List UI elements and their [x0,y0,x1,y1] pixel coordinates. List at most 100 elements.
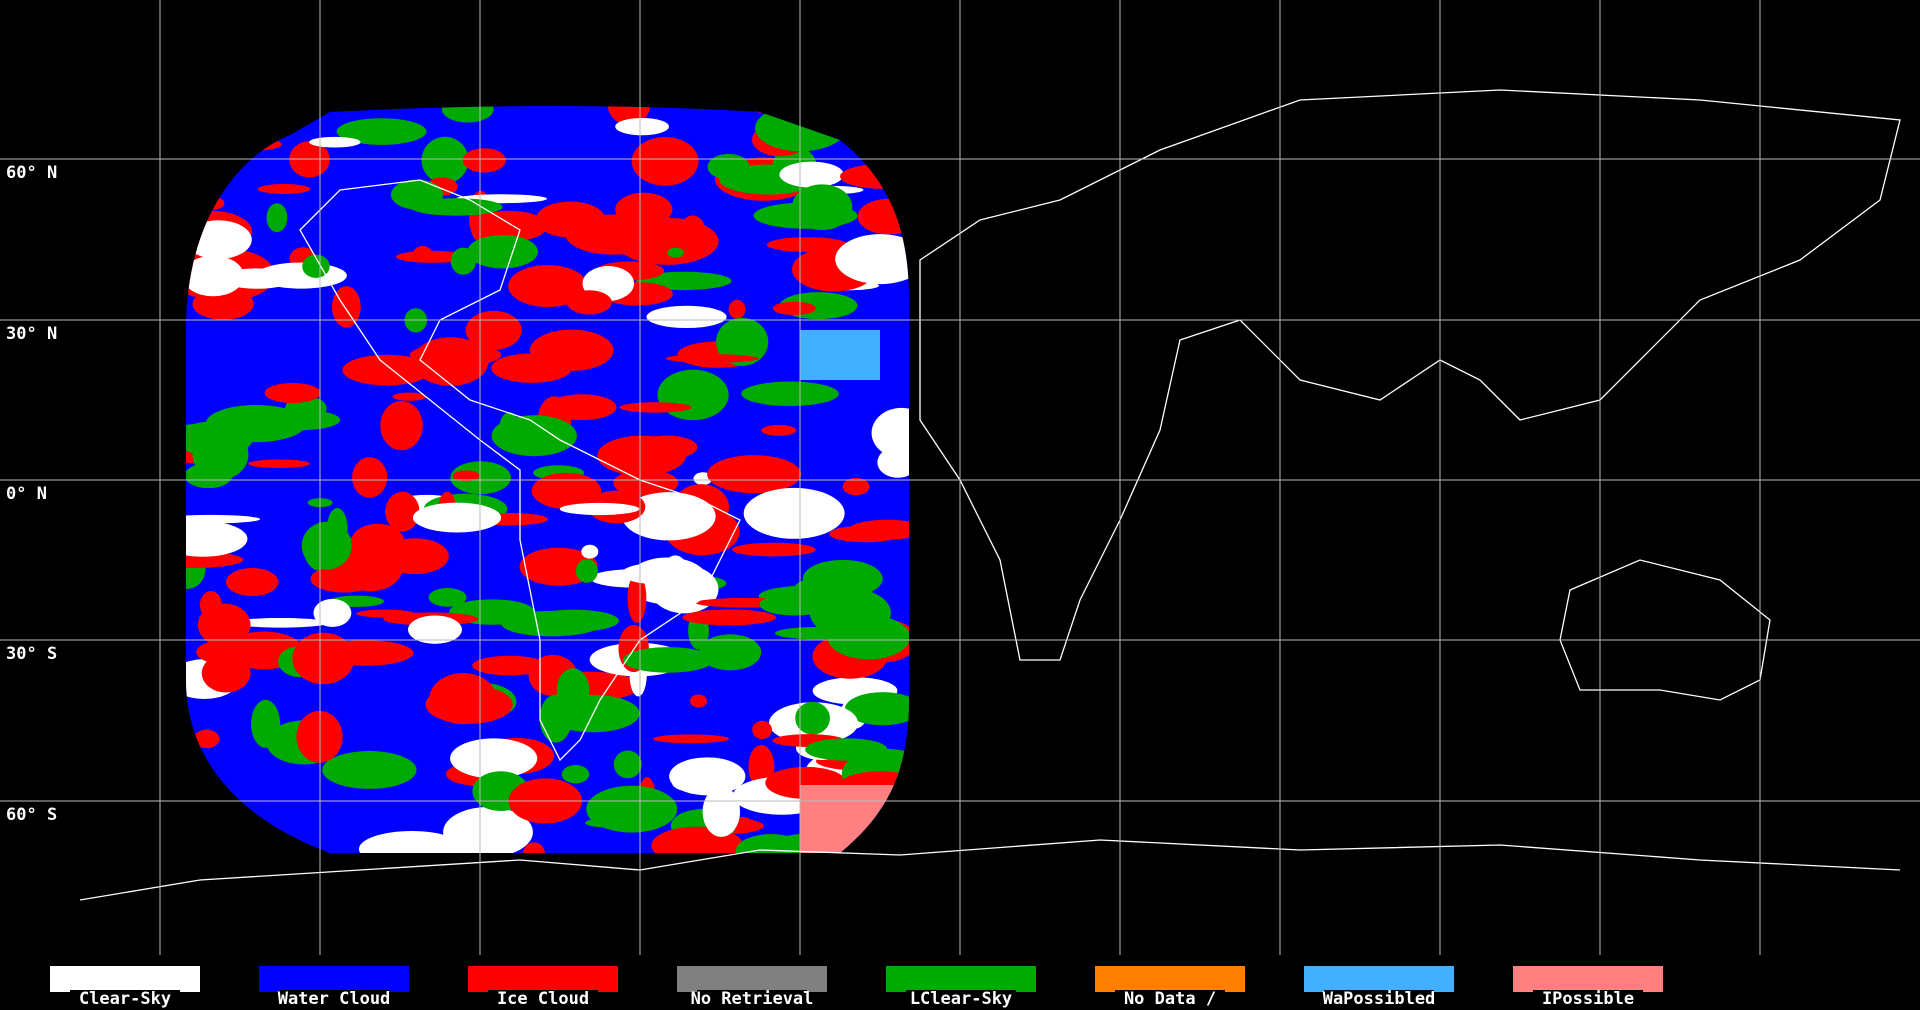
cloud-patch [871,407,909,458]
cloud-patch [425,343,460,380]
cloud-patch [657,369,729,421]
cloud-patch [302,254,330,278]
cloud-patch [465,310,522,350]
cloud-patch [443,807,533,853]
cloud-patch [472,655,547,676]
legend-label-bg [697,990,807,1010]
cloud-patch [699,634,762,671]
cloud-patch [232,617,329,628]
cloud-patch [266,203,288,233]
cloud-patch [450,738,538,779]
legend-label: LClear-Sky [910,989,1012,1009]
legend-label-bg [488,990,598,1010]
cloud-patch [531,472,602,509]
cloud-patch [877,446,909,478]
cloud-patch [690,694,707,708]
cloud-patch [528,609,619,632]
legend-swatch [677,966,827,992]
cloud-patch [735,834,807,853]
cloud-patch [732,542,816,557]
latitude-label: 30° S [6,644,57,664]
cloud-patch [412,502,502,533]
cloud-patch [665,354,759,363]
legend-swatch [468,966,618,992]
cloud-patch [581,544,599,559]
cloud-patch [425,685,513,724]
cloud-patch [264,382,321,404]
cloud-patch [622,492,716,541]
latitude-label: 0° N [6,484,47,504]
cloud-patch [619,402,692,413]
legend-label-bg [906,990,1016,1010]
legend-swatch [259,966,409,992]
latitude-label: 30° N [6,324,57,344]
coastlines [79,89,1901,901]
cloud-patch [829,525,902,543]
cloud-patch [380,401,423,451]
cloud-patch [615,117,669,136]
cloud-patch [539,694,572,743]
cloud-patch [842,478,870,496]
cloud-patch [667,247,684,258]
cloud-patch [226,567,279,597]
cloud-patch [761,424,797,436]
cloud-patch [779,161,844,188]
possible-water-patch [800,330,880,380]
cloud-patch [193,729,220,749]
cloud-patch [508,265,588,307]
cloud-patch [707,153,750,180]
cloud-patch [636,435,698,459]
legend-label: IPossible [1542,989,1634,1009]
cloud-mask-image [186,106,909,853]
cloud-patch [352,457,388,498]
cloud-patch [566,290,612,315]
legend-swatch [1095,966,1245,992]
cloud-patch [728,299,746,319]
cloud-patch [385,491,420,532]
cloud-patch [441,106,494,123]
australia-coast [1559,559,1771,701]
cloud-patch [342,354,432,386]
cloud-patch [186,423,250,432]
cloud-patch [471,210,548,242]
cloud-patch [716,317,769,366]
cloud-patch [652,841,687,850]
cloud-patch [795,701,830,735]
legend-label: No Data / [1124,989,1216,1009]
cloud-patch [646,305,727,329]
legend-label-bg [279,990,389,1010]
cloud-patch [522,842,546,853]
cloud-patch [186,521,248,557]
cloud-patch [336,118,427,145]
legend-swatch [50,966,200,992]
cloud-patch [491,415,577,457]
legend-swatch [1304,966,1454,992]
cloud-patch [199,590,222,620]
cloud-patch [392,392,427,401]
legend-swatch [886,966,1036,992]
cloud-patch [827,615,909,660]
cloud-patch [248,459,311,468]
cloud-patch [491,353,572,383]
cloud-patch [428,587,467,607]
cloud-patch [192,428,249,480]
legend-label: Ice Cloud [497,989,589,1009]
cloud-patch [835,234,909,285]
cloud-patch [622,647,714,673]
cloud-patch [356,609,415,618]
cloud-patch [652,734,730,744]
cloud-patch [627,573,647,623]
cloud-patch [743,487,845,539]
cloud-patch [408,615,462,644]
cloud-patch [467,235,539,269]
cloud-patch [759,593,831,616]
cloud-patch [462,148,506,173]
cloud-patch [547,394,617,421]
latitude-label: 60° S [6,805,57,825]
cloud-patch [331,286,361,328]
cloud-patch [251,699,281,748]
cloud-patch [452,470,480,482]
cloud-patch [301,521,352,570]
